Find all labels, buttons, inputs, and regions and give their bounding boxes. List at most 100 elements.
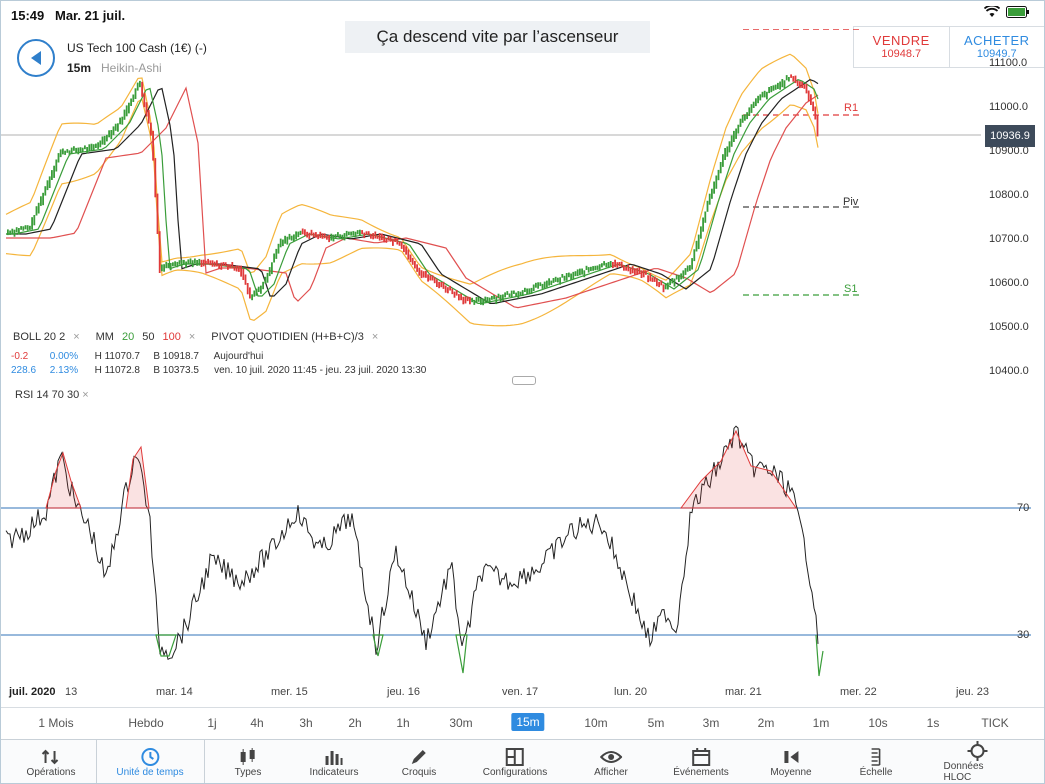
candle: [143, 92, 146, 108]
candle: [477, 296, 480, 302]
bar-chart-icon: [325, 750, 343, 765]
candle: [735, 128, 737, 139]
candle: [167, 263, 170, 269]
layout-icon: [505, 747, 524, 766]
candle: [165, 261, 168, 269]
candle: [123, 109, 126, 120]
candle: [359, 229, 361, 236]
timeframe-option[interactable]: 10m: [584, 716, 608, 730]
tool-drawings[interactable]: Croquis: [402, 740, 436, 783]
buy-button[interactable]: ACHETER 10949.7: [950, 27, 1045, 67]
candle: [99, 140, 102, 148]
candle: [334, 234, 337, 238]
candle: [411, 257, 414, 265]
candle: [383, 235, 385, 243]
wifi-icon: [984, 6, 1000, 17]
candle: [583, 270, 586, 278]
candle: [229, 264, 231, 268]
candle: [475, 297, 478, 304]
candle: [352, 231, 355, 236]
candle: [810, 94, 812, 105]
tool-indicators[interactable]: Indicateurs: [310, 740, 358, 783]
tool-types[interactable]: Types: [235, 740, 261, 783]
price-axis-label: 11100.0: [989, 57, 1028, 69]
candle: [130, 98, 132, 106]
timeframe-option[interactable]: 10s: [868, 716, 888, 730]
candle: [187, 259, 190, 265]
stat-low: B 10373.5: [153, 365, 199, 376]
candle: [117, 123, 119, 132]
candle: [345, 230, 348, 237]
candle: [33, 215, 36, 226]
timeframe-option[interactable]: 1j: [207, 716, 217, 730]
candle: [7, 229, 9, 236]
candle: [510, 290, 513, 298]
timeframe-option[interactable]: 4h: [250, 716, 264, 730]
candle: [796, 80, 799, 87]
close-icon[interactable]: ×: [73, 331, 80, 343]
candle: [766, 91, 768, 100]
candle: [493, 295, 495, 300]
page-title: Ça descend vite par l’ascenseur: [345, 21, 650, 53]
candle: [211, 260, 214, 267]
close-icon[interactable]: ×: [82, 389, 89, 401]
tool-events[interactable]: Événements: [673, 740, 729, 783]
candle: [757, 95, 759, 104]
tool-scale[interactable]: Échelle: [860, 740, 892, 783]
timeframe-option[interactable]: 1s: [926, 716, 940, 730]
rsi-chart[interactable]: [1, 381, 1044, 683]
candle: [548, 278, 550, 286]
timeframe-option[interactable]: 2h: [348, 716, 362, 730]
panel-resize-handle[interactable]: [512, 376, 536, 385]
candle: [592, 266, 594, 271]
close-icon[interactable]: ×: [371, 331, 379, 343]
sell-button[interactable]: VENDRE 10948.7: [854, 27, 950, 67]
candle: [73, 146, 75, 151]
candle: [609, 261, 612, 267]
timeframe-option-active[interactable]: 15m: [511, 713, 545, 731]
candle: [282, 239, 284, 247]
candle: [689, 265, 691, 271]
candle: [684, 268, 687, 275]
candle: [90, 143, 93, 151]
timeframe-option[interactable]: 5m: [647, 716, 665, 730]
price-chart[interactable]: [1, 29, 1044, 379]
timeframe-option[interactable]: 30m: [449, 716, 473, 730]
close-icon[interactable]: ×: [188, 331, 196, 343]
candle: [422, 271, 425, 278]
candle: [473, 299, 476, 305]
timeframe-option[interactable]: 1 Mois: [38, 716, 74, 730]
candle: [132, 94, 135, 102]
candle: [376, 235, 379, 239]
candle: [407, 249, 410, 260]
tool-configurations[interactable]: Configurations: [483, 740, 547, 783]
timeframe-option[interactable]: 1h: [396, 716, 410, 730]
tool-operations[interactable]: Opérations: [27, 740, 75, 783]
timeframe-option[interactable]: 1m: [812, 716, 830, 730]
timeframe-option[interactable]: 3h: [299, 716, 313, 730]
candle: [290, 235, 293, 241]
timeframe-option[interactable]: TICK: [981, 716, 1009, 730]
stat-high: H 11072.8: [94, 365, 140, 376]
back-button[interactable]: [17, 39, 55, 77]
candle: [308, 232, 311, 239]
candle: [724, 148, 726, 160]
clock-icon: [140, 747, 159, 766]
candle: [119, 117, 121, 125]
tool-average[interactable]: Moyenne: [770, 740, 812, 783]
timeframe-option[interactable]: 2m: [757, 716, 775, 730]
date-label: mer. 22: [840, 686, 877, 698]
tool-hloc-data[interactable]: Données HLOC: [944, 740, 1011, 783]
timeframe-option[interactable]: Hebdo: [128, 716, 164, 730]
timeframe-option[interactable]: 3m: [702, 716, 720, 730]
tool-time-unit[interactable]: Unité de temps: [116, 740, 184, 783]
tool-display[interactable]: Afficher: [594, 740, 628, 783]
candle: [750, 104, 753, 113]
candle: [535, 282, 537, 288]
candle: [95, 143, 97, 148]
chart-type-label: Heikin-Ashi: [101, 61, 162, 75]
candle: [354, 231, 357, 238]
candle: [286, 236, 289, 245]
candle: [20, 226, 22, 230]
status-bar: 15:49 Mar. 21 juil.: [1, 1, 1044, 29]
